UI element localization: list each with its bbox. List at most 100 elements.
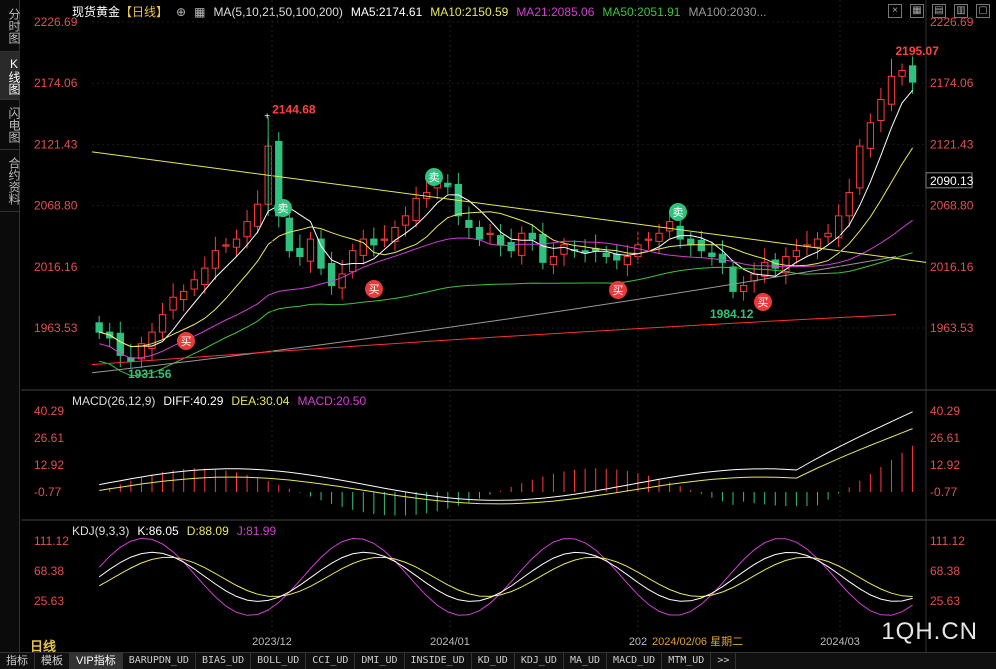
kdj-legend: KDJ(9,3,3) K:86.05 D:88.09 J:81.99 bbox=[72, 524, 276, 538]
kdj-k-line bbox=[98, 551, 913, 602]
candle-body bbox=[687, 238, 695, 246]
indicator-tab-bar: 指标 模板 VIP指标 BARUPDN_UD BIAS_UD BOLL_UD CCI_UD D… bbox=[0, 652, 996, 669]
close-icon[interactable]: × bbox=[888, 4, 902, 18]
candle-body bbox=[856, 145, 864, 189]
kdj-d: D:88.09 bbox=[186, 524, 229, 538]
candle-body bbox=[739, 285, 748, 292]
sell-signal-label: 卖 bbox=[278, 202, 289, 215]
candle-body bbox=[412, 197, 420, 221]
candle-body bbox=[465, 219, 473, 228]
bottom-tab-7[interactable]: DMI_UD bbox=[355, 653, 405, 669]
candle-body bbox=[201, 267, 209, 285]
buy-signal bbox=[365, 280, 383, 298]
macd-tick-left: 40.29 bbox=[34, 404, 64, 418]
low-annotation: 1931.56 bbox=[128, 367, 172, 381]
bottom-tab-11[interactable]: MA_UD bbox=[564, 653, 608, 669]
bottom-tab-4[interactable]: BIAS_UD bbox=[196, 653, 252, 669]
price-tick-left: 2016.16 bbox=[34, 260, 78, 274]
bottom-tab-6[interactable]: CCI_UD bbox=[306, 653, 356, 669]
bottom-tab-10[interactable]: KDJ_UD bbox=[515, 653, 564, 669]
candle-body bbox=[845, 192, 853, 217]
candle-body bbox=[180, 290, 188, 301]
macd-dea: DEA:30.04 bbox=[231, 394, 290, 408]
macd-dea-line bbox=[99, 428, 913, 505]
candle-body bbox=[644, 238, 653, 241]
ma100-line bbox=[91, 256, 897, 374]
macd-tick-left: 26.61 bbox=[34, 431, 64, 445]
x-axis-label: 2023/12 bbox=[252, 636, 292, 648]
candle-body bbox=[623, 256, 632, 266]
kdj-k: K:86.05 bbox=[137, 524, 179, 538]
price-tick-left: 2121.43 bbox=[34, 137, 78, 151]
settings-icon[interactable]: ⊕ bbox=[176, 4, 187, 19]
candle-body bbox=[655, 232, 663, 242]
sell-signal-label: 卖 bbox=[429, 171, 440, 184]
tab-timeshare[interactable]: 分时图 bbox=[0, 0, 21, 52]
bottom-tab-13[interactable]: MTM_UD bbox=[662, 653, 712, 669]
price-tick-left: 2174.06 bbox=[34, 76, 78, 90]
tab-flash[interactable]: 闪电图 bbox=[0, 100, 21, 150]
candle-body bbox=[697, 239, 705, 252]
kdj-j: J:81.99 bbox=[236, 524, 277, 538]
bottom-tab-12[interactable]: MACD_UD bbox=[607, 653, 663, 669]
macd-tick-right: -0.77 bbox=[930, 485, 958, 499]
candle-body bbox=[338, 273, 346, 289]
price-tick-right: 2121.43 bbox=[930, 137, 974, 151]
macd-diff: DIFF:40.29 bbox=[163, 394, 224, 408]
bottom-tab-2[interactable]: VIP指标 bbox=[70, 653, 123, 669]
ma100-value: MA100:2030... bbox=[688, 4, 767, 19]
buy-signal-label: 买 bbox=[758, 296, 769, 309]
candle-body bbox=[401, 215, 410, 226]
candle-body bbox=[718, 253, 727, 263]
x-axis-label: 2024/03 bbox=[820, 636, 860, 648]
chart-icon[interactable]: ▦ bbox=[194, 4, 206, 19]
candle-body bbox=[127, 357, 135, 362]
macd-tick-right: 40.29 bbox=[930, 404, 960, 418]
macd-tick-left: 12.92 bbox=[34, 458, 64, 472]
watermark: 1QH.CN bbox=[881, 618, 978, 645]
macd-tick-left: -0.77 bbox=[34, 485, 62, 499]
candle-body bbox=[148, 331, 156, 349]
bottom-tab-9[interactable]: KD_UD bbox=[472, 653, 515, 669]
bottom-tab-0[interactable]: 指标 bbox=[0, 653, 35, 669]
price-tick-left: 2226.69 bbox=[34, 15, 78, 29]
candle-body bbox=[359, 238, 367, 256]
bottom-tab-1[interactable]: 模板 bbox=[35, 653, 70, 669]
candle-body bbox=[317, 238, 325, 269]
period-label[interactable]: 日线 bbox=[30, 639, 57, 654]
trend-line bbox=[91, 151, 927, 263]
candle-body bbox=[824, 232, 832, 238]
candle-body bbox=[539, 233, 547, 263]
buy-signal-label: 买 bbox=[369, 283, 380, 296]
macd-diff-line bbox=[99, 411, 913, 501]
price-tick-right: 1963.53 bbox=[930, 321, 974, 335]
tab-contract-info[interactable]: 合约资料 bbox=[0, 150, 21, 212]
bottom-tab-3[interactable]: BARUPDN_UD bbox=[123, 653, 196, 669]
candle-body bbox=[137, 343, 146, 360]
macd-value: MACD:20.50 bbox=[297, 394, 367, 408]
ma-params: MA(5,10,21,50,100,200) bbox=[213, 4, 343, 19]
candle-body bbox=[729, 266, 737, 292]
candle-body bbox=[803, 244, 811, 247]
grid-icon[interactable]: ▦ bbox=[910, 4, 924, 18]
ma200-line bbox=[91, 314, 897, 366]
candle-body bbox=[908, 65, 917, 83]
macd-params: MACD(26,12,9) bbox=[72, 394, 156, 408]
layout-icon[interactable]: ▥ bbox=[954, 4, 968, 18]
macd-legend: MACD(26,12,9) DIFF:40.29 DEA:30.04 MACD:… bbox=[72, 394, 366, 408]
window-icon[interactable]: ▢ bbox=[976, 4, 990, 18]
grid-alt-icon[interactable]: ▤ bbox=[932, 4, 946, 18]
bottom-tab-8[interactable]: INSIDE_UD bbox=[405, 653, 472, 669]
tab-kline[interactable]: K线图 bbox=[0, 52, 21, 100]
high-marker: + bbox=[264, 111, 270, 122]
bottom-tab-14[interactable]: >> bbox=[711, 653, 737, 669]
kline-chart[interactable]: 2226.69 2226.69 2174.06 2174.06 2121.43 2121.… bbox=[0, 0, 996, 652]
period-name: 【日线】 bbox=[120, 5, 169, 19]
candle-body bbox=[243, 221, 251, 238]
kdj-tick-left: 25.63 bbox=[34, 594, 64, 608]
candle-body bbox=[349, 250, 357, 273]
kdj-tick-right: 25.63 bbox=[930, 594, 960, 608]
bottom-tab-5[interactable]: BOLL_UD bbox=[251, 653, 307, 669]
window-controls: × ▦ ▤ ▥ ▢ bbox=[888, 4, 990, 18]
candle-body bbox=[190, 279, 198, 290]
